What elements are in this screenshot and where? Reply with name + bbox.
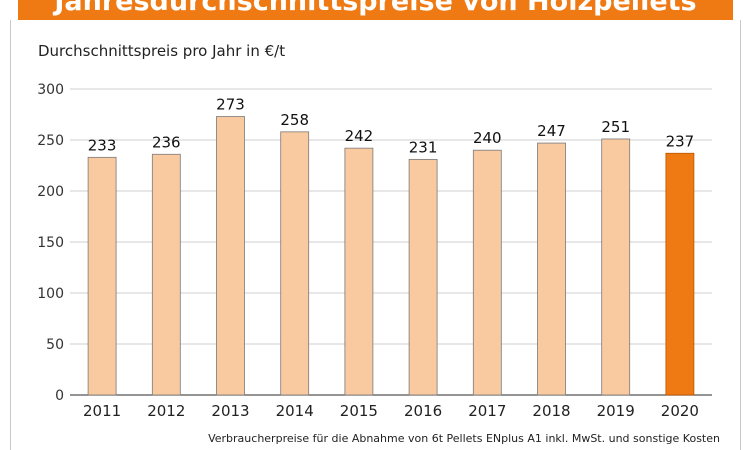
bar	[665, 152, 695, 396]
x-tick-label: 2017	[468, 402, 506, 420]
bar-value-label: 233	[88, 136, 117, 154]
x-tick-label: 2016	[404, 402, 442, 420]
bar-value-label: 247	[537, 122, 566, 140]
bar-value-label: 258	[280, 111, 309, 129]
y-tick-label: 200	[37, 184, 64, 200]
x-tick-label: 2012	[147, 402, 185, 420]
x-tick-label: 2014	[276, 402, 314, 420]
bar	[87, 156, 117, 396]
bar	[472, 149, 502, 396]
bar-value-label: 236	[152, 133, 181, 151]
x-tick-label: 2020	[661, 402, 699, 420]
x-tick-label: 2013	[211, 402, 249, 420]
y-tick-label: 50	[46, 337, 64, 353]
y-tick-label: 0	[55, 388, 64, 404]
frame-left-border	[10, 20, 11, 450]
bar-value-label: 251	[601, 118, 630, 136]
chart-subtitle: Durchschnittspreis pro Jahr in €/t	[38, 42, 286, 60]
bar	[280, 131, 310, 396]
bar	[601, 138, 631, 396]
y-tick-label: 100	[37, 286, 64, 302]
bar-value-label: 242	[345, 127, 374, 145]
bar-value-label: 237	[666, 132, 695, 150]
x-tick-label: 2018	[532, 402, 570, 420]
bar	[216, 116, 245, 396]
chart-main-title: Jahresdurchschnittspreise von Holzpellet…	[54, 0, 697, 17]
bar	[537, 142, 566, 396]
bar	[408, 158, 438, 396]
y-tick-label: 250	[37, 133, 64, 149]
frame-right-border	[740, 20, 741, 450]
y-tick-label: 150	[37, 235, 64, 251]
x-tick-label: 2019	[597, 402, 635, 420]
title-banner: Jahresdurchschnittspreise von Holzpellet…	[18, 0, 733, 20]
x-tick-label: 2015	[340, 402, 378, 420]
bar-value-label: 273	[216, 96, 245, 114]
chart-footnote: Verbraucherpreise für die Abnahme von 6t…	[208, 432, 720, 445]
y-tick-label: 300	[37, 82, 64, 98]
bar	[344, 147, 374, 396]
x-tick-label: 2011	[83, 402, 121, 420]
bar	[151, 153, 181, 396]
bar-value-label: 231	[409, 138, 438, 156]
bar-value-label: 240	[473, 129, 502, 147]
